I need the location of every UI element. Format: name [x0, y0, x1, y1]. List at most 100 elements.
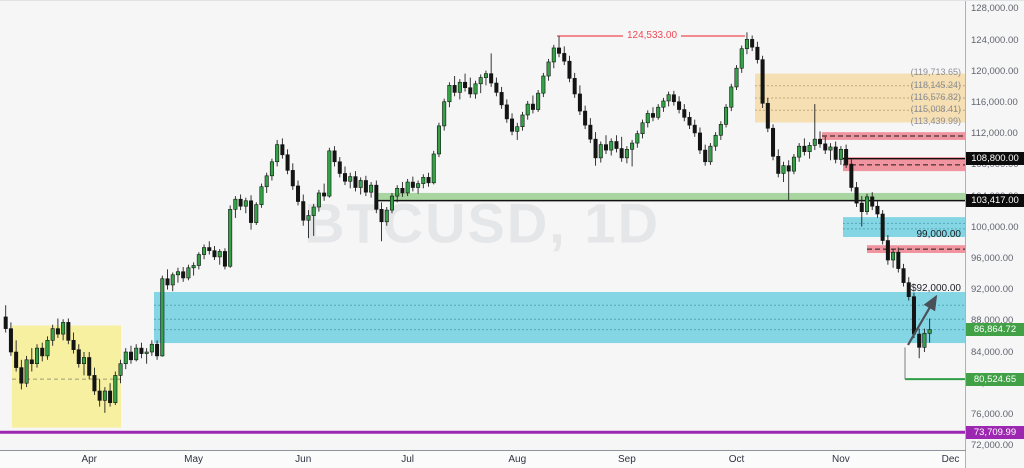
candle-up: [275, 144, 280, 163]
candle-up: [515, 126, 520, 132]
candle-up: [358, 180, 363, 188]
candle-up: [61, 322, 66, 335]
candle-down: [97, 390, 102, 401]
candle-up: [739, 48, 744, 69]
candle-down: [296, 185, 301, 202]
candle-down: [901, 268, 906, 283]
fib-level-label: (118,145.24): [910, 80, 961, 90]
candle-down: [786, 165, 791, 172]
target-arrow[interactable]: [907, 294, 938, 346]
price-axis[interactable]: 128,000.00 124,000.00 120,000.00 116,000.00…: [966, 1, 1024, 468]
candle-up: [233, 198, 238, 210]
candle-down: [880, 213, 885, 241]
candle-down: [14, 351, 19, 368]
pink-supply-zone-108800[interactable]: [843, 157, 965, 172]
candle-down: [301, 201, 306, 221]
candle-down: [128, 351, 133, 361]
candle-down: [671, 94, 676, 103]
candle-down: [833, 146, 838, 160]
month-label: Sep: [617, 454, 636, 465]
price-tick: 76,000.00: [971, 408, 1014, 420]
candle-up: [160, 278, 165, 357]
price-tick: 100,000.00: [971, 221, 1019, 233]
candle-up: [713, 134, 718, 147]
candle-up: [217, 251, 222, 258]
candle-up: [259, 186, 264, 205]
candle-down: [87, 357, 92, 376]
candle-down: [108, 390, 113, 403]
candle-down: [322, 192, 327, 197]
month-label: Dec: [941, 454, 960, 465]
candle-down: [619, 148, 624, 159]
candle-up: [416, 183, 421, 188]
candle-down: [906, 282, 911, 297]
candle-down: [771, 127, 776, 157]
candle-down: [155, 343, 160, 357]
candle-up: [421, 177, 426, 184]
candle-down: [588, 124, 593, 140]
candle-down: [222, 251, 227, 267]
candle-up: [525, 103, 530, 116]
candle-up: [405, 181, 410, 194]
candle-up: [661, 100, 666, 108]
candle-up: [541, 75, 546, 94]
candle-down: [452, 85, 457, 93]
price-pane[interactable]: BTCUSD, 1D 124,533.00 (119,713.65) (118,…: [0, 1, 965, 450]
candle-down: [353, 176, 358, 188]
green-supply-zone[interactable]: [378, 192, 965, 201]
price-tick: 92,000.00: [971, 284, 1014, 296]
axis-price-label: 108,800.00: [966, 152, 1024, 166]
cyan-zone-99000[interactable]: [843, 217, 965, 238]
candle-up: [311, 206, 316, 216]
candle-up: [82, 357, 87, 365]
candle-down: [280, 144, 285, 156]
candle-up: [891, 251, 896, 261]
candle-up: [254, 204, 259, 223]
candle-down: [567, 60, 572, 79]
price-tick: 112,000.00: [971, 128, 1018, 140]
candle-down: [760, 59, 765, 104]
candle-down: [593, 138, 598, 159]
pink-supply-zone-upper[interactable]: [822, 132, 965, 140]
candle-up: [551, 47, 556, 63]
month-label: Jun: [295, 454, 312, 465]
candle-up: [123, 351, 128, 365]
time-axis[interactable]: Apr May Jun Jul Aug Sep Oct Nov Dec: [0, 451, 965, 468]
candle-up: [828, 146, 833, 151]
candle-down: [363, 180, 368, 193]
candle-up: [196, 254, 201, 266]
price-tick: 116,000.00: [971, 97, 1018, 109]
cyan-demand-zone-large[interactable]: [154, 291, 965, 344]
price-tick: 120,000.00: [971, 65, 1019, 77]
candle-down: [750, 39, 755, 48]
candle-up: [635, 133, 640, 144]
candle-up: [536, 92, 541, 110]
candle-down: [504, 104, 509, 120]
candle-up: [922, 333, 927, 348]
axis-price-label: 80,524.65: [966, 372, 1024, 386]
candle-up: [864, 196, 869, 212]
candle-down: [614, 141, 619, 149]
candle-down: [76, 349, 81, 365]
candle-down: [557, 47, 562, 54]
candlestick-chart[interactable]: [0, 1, 965, 450]
candle-up: [306, 215, 311, 221]
candle-up: [170, 274, 175, 286]
candle-down: [165, 278, 170, 286]
candle-down: [342, 173, 347, 182]
month-label: Apr: [81, 454, 97, 465]
candle-up: [269, 161, 274, 177]
candle-up: [327, 150, 332, 197]
candle-up: [630, 142, 635, 150]
yellow-accumulation-box[interactable]: [12, 325, 121, 428]
candle-up: [656, 106, 661, 118]
candle-up: [791, 156, 796, 172]
candle-up: [316, 192, 321, 208]
candle-up: [666, 94, 671, 102]
symbol-watermark: BTCUSD, 1D: [303, 191, 661, 255]
candle-down: [603, 144, 608, 151]
candle-down: [849, 163, 854, 188]
candle-up: [442, 101, 447, 127]
candle-up: [478, 77, 483, 85]
